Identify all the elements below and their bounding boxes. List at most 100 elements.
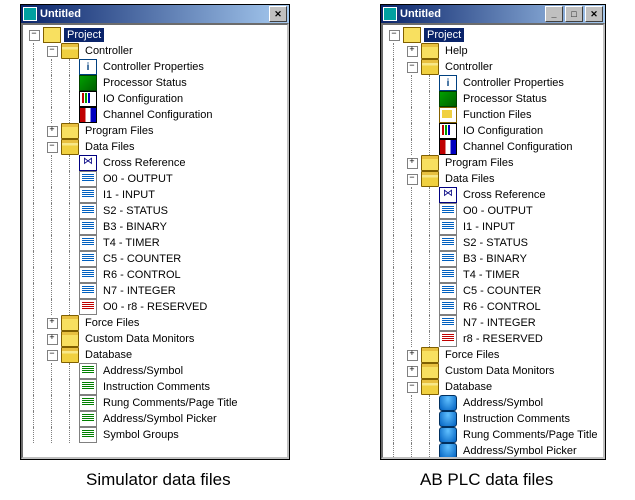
tree-label[interactable]: O0 - OUTPUT (460, 204, 536, 218)
collapse-icon[interactable]: − (47, 142, 58, 153)
tree-label[interactable]: R6 - CONTROL (100, 268, 184, 282)
tree-label[interactable]: Database (442, 380, 495, 394)
tree-node[interactable]: + Custom Data Monitors (385, 363, 603, 379)
tree-label[interactable]: IO Configuration (100, 92, 186, 106)
tree-label[interactable]: Force Files (442, 348, 502, 362)
tree-label[interactable]: Data Files (82, 140, 138, 154)
tree-node[interactable]: r8 - RESERVED (385, 331, 603, 347)
tree-label[interactable]: Project (424, 28, 464, 42)
tree-label[interactable]: O0 - OUTPUT (100, 172, 176, 186)
tree-node[interactable]: Function Files (385, 107, 603, 123)
close-button[interactable]: ✕ (269, 6, 287, 22)
close-button[interactable]: ✕ (585, 6, 603, 22)
tree-label[interactable]: N7 - INTEGER (100, 284, 179, 298)
expand-icon[interactable]: + (407, 366, 418, 377)
tree-node[interactable]: + Help (385, 43, 603, 59)
expand-icon[interactable]: + (407, 158, 418, 169)
tree-label[interactable]: Address/Symbol (100, 364, 186, 378)
tree-node[interactable]: Processor Status (385, 91, 603, 107)
tree-node[interactable]: Address/Symbol (385, 395, 603, 411)
tree-label[interactable]: I1 - INPUT (100, 188, 158, 202)
tree-node[interactable]: −Project (25, 27, 287, 43)
expand-icon[interactable]: + (407, 46, 418, 57)
tree-node[interactable]: T4 - TIMER (25, 235, 287, 251)
tree-label[interactable]: Rung Comments/Page Title (100, 396, 241, 410)
tree-node[interactable]: Instruction Comments (25, 379, 287, 395)
tree-label[interactable]: Force Files (82, 316, 142, 330)
tree-label[interactable]: Rung Comments/Page Title (460, 428, 601, 442)
tree-label[interactable]: r8 - RESERVED (460, 332, 546, 346)
tree-node[interactable]: C5 - COUNTER (385, 283, 603, 299)
tree-label[interactable]: Custom Data Monitors (82, 332, 197, 346)
min-button[interactable]: _ (545, 6, 563, 22)
tree-node[interactable]: Rung Comments/Page Title (25, 395, 287, 411)
collapse-icon[interactable]: − (407, 62, 418, 73)
tree-label[interactable]: T4 - TIMER (100, 236, 163, 250)
tree-label[interactable]: C5 - COUNTER (100, 252, 184, 266)
tree-label[interactable]: R6 - CONTROL (460, 300, 544, 314)
tree-node[interactable]: S2 - STATUS (25, 203, 287, 219)
tree-node[interactable]: IO Configuration (25, 91, 287, 107)
tree-label[interactable]: T4 - TIMER (460, 268, 523, 282)
tree-label[interactable]: S2 - STATUS (460, 236, 531, 250)
expand-icon[interactable]: + (47, 126, 58, 137)
tree-label[interactable]: B3 - BINARY (100, 220, 170, 234)
tree-label[interactable]: I1 - INPUT (460, 220, 518, 234)
tree-label[interactable]: Function Files (460, 108, 534, 122)
tree-label[interactable]: Program Files (82, 124, 156, 138)
tree-node[interactable]: iController Properties (25, 59, 287, 75)
tree-node[interactable]: Cross Reference (25, 155, 287, 171)
tree-node[interactable]: Rung Comments/Page Title (385, 427, 603, 443)
tree-label[interactable]: Database (82, 348, 135, 362)
project-tree[interactable]: −Project−ControlleriController Propertie… (21, 23, 289, 459)
tree-label[interactable]: Instruction Comments (460, 412, 573, 426)
tree-node[interactable]: T4 - TIMER (385, 267, 603, 283)
tree-node[interactable]: + Force Files (385, 347, 603, 363)
tree-label[interactable]: Channel Configuration (100, 108, 215, 122)
tree-node[interactable]: O0 - OUTPUT (25, 171, 287, 187)
tree-node[interactable]: − Project (385, 27, 603, 43)
collapse-icon[interactable]: − (407, 174, 418, 185)
collapse-icon[interactable]: − (389, 30, 400, 41)
tree-node[interactable]: −Controller (25, 43, 287, 59)
tree-label[interactable]: Cross Reference (100, 156, 189, 170)
tree-node[interactable]: − Database (25, 347, 287, 363)
tree-node[interactable]: I1 - INPUT (25, 187, 287, 203)
titlebar[interactable]: Untitled_□✕ (381, 5, 605, 23)
tree-node[interactable]: Processor Status (25, 75, 287, 91)
collapse-icon[interactable]: − (47, 350, 58, 361)
collapse-icon[interactable]: − (407, 382, 418, 393)
tree-node[interactable]: + Program Files (25, 123, 287, 139)
tree-node[interactable]: +Program Files (385, 155, 603, 171)
tree-label[interactable]: Processor Status (460, 92, 550, 106)
tree-node[interactable]: R6 - CONTROL (25, 267, 287, 283)
tree-label[interactable]: Custom Data Monitors (442, 364, 557, 378)
tree-label[interactable]: Controller Properties (460, 76, 567, 90)
expand-icon[interactable]: + (407, 350, 418, 361)
max-button[interactable]: □ (565, 6, 583, 22)
tree-label[interactable]: Controller (82, 44, 136, 58)
tree-node[interactable]: Cross Reference (385, 187, 603, 203)
tree-node[interactable]: − Database (385, 379, 603, 395)
tree-node[interactable]: iController Properties (385, 75, 603, 91)
tree-node[interactable]: Address/Symbol (25, 363, 287, 379)
tree-node[interactable]: Address/Symbol Picker (25, 411, 287, 427)
expand-icon[interactable]: + (47, 318, 58, 329)
tree-node[interactable]: N7 - INTEGER (25, 283, 287, 299)
tree-node[interactable]: Channel Configuration (25, 107, 287, 123)
tree-node[interactable]: C5 - COUNTER (25, 251, 287, 267)
tree-label[interactable]: Instruction Comments (100, 380, 213, 394)
tree-label[interactable]: Controller Properties (100, 60, 207, 74)
tree-node[interactable]: + Force Files (25, 315, 287, 331)
tree-label[interactable]: Controller (442, 60, 496, 74)
tree-label[interactable]: Channel Configuration (460, 140, 575, 154)
tree-label[interactable]: O0 - r8 - RESERVED (100, 300, 210, 314)
tree-node[interactable]: B3 - BINARY (385, 251, 603, 267)
tree-label[interactable]: Help (442, 44, 471, 58)
tree-label[interactable]: Address/Symbol Picker (460, 444, 580, 458)
tree-label[interactable]: Data Files (442, 172, 498, 186)
tree-label[interactable]: Address/Symbol Picker (100, 412, 220, 426)
tree-node[interactable]: S2 - STATUS (385, 235, 603, 251)
tree-node[interactable]: Instruction Comments (385, 411, 603, 427)
tree-node[interactable]: Channel Configuration (385, 139, 603, 155)
